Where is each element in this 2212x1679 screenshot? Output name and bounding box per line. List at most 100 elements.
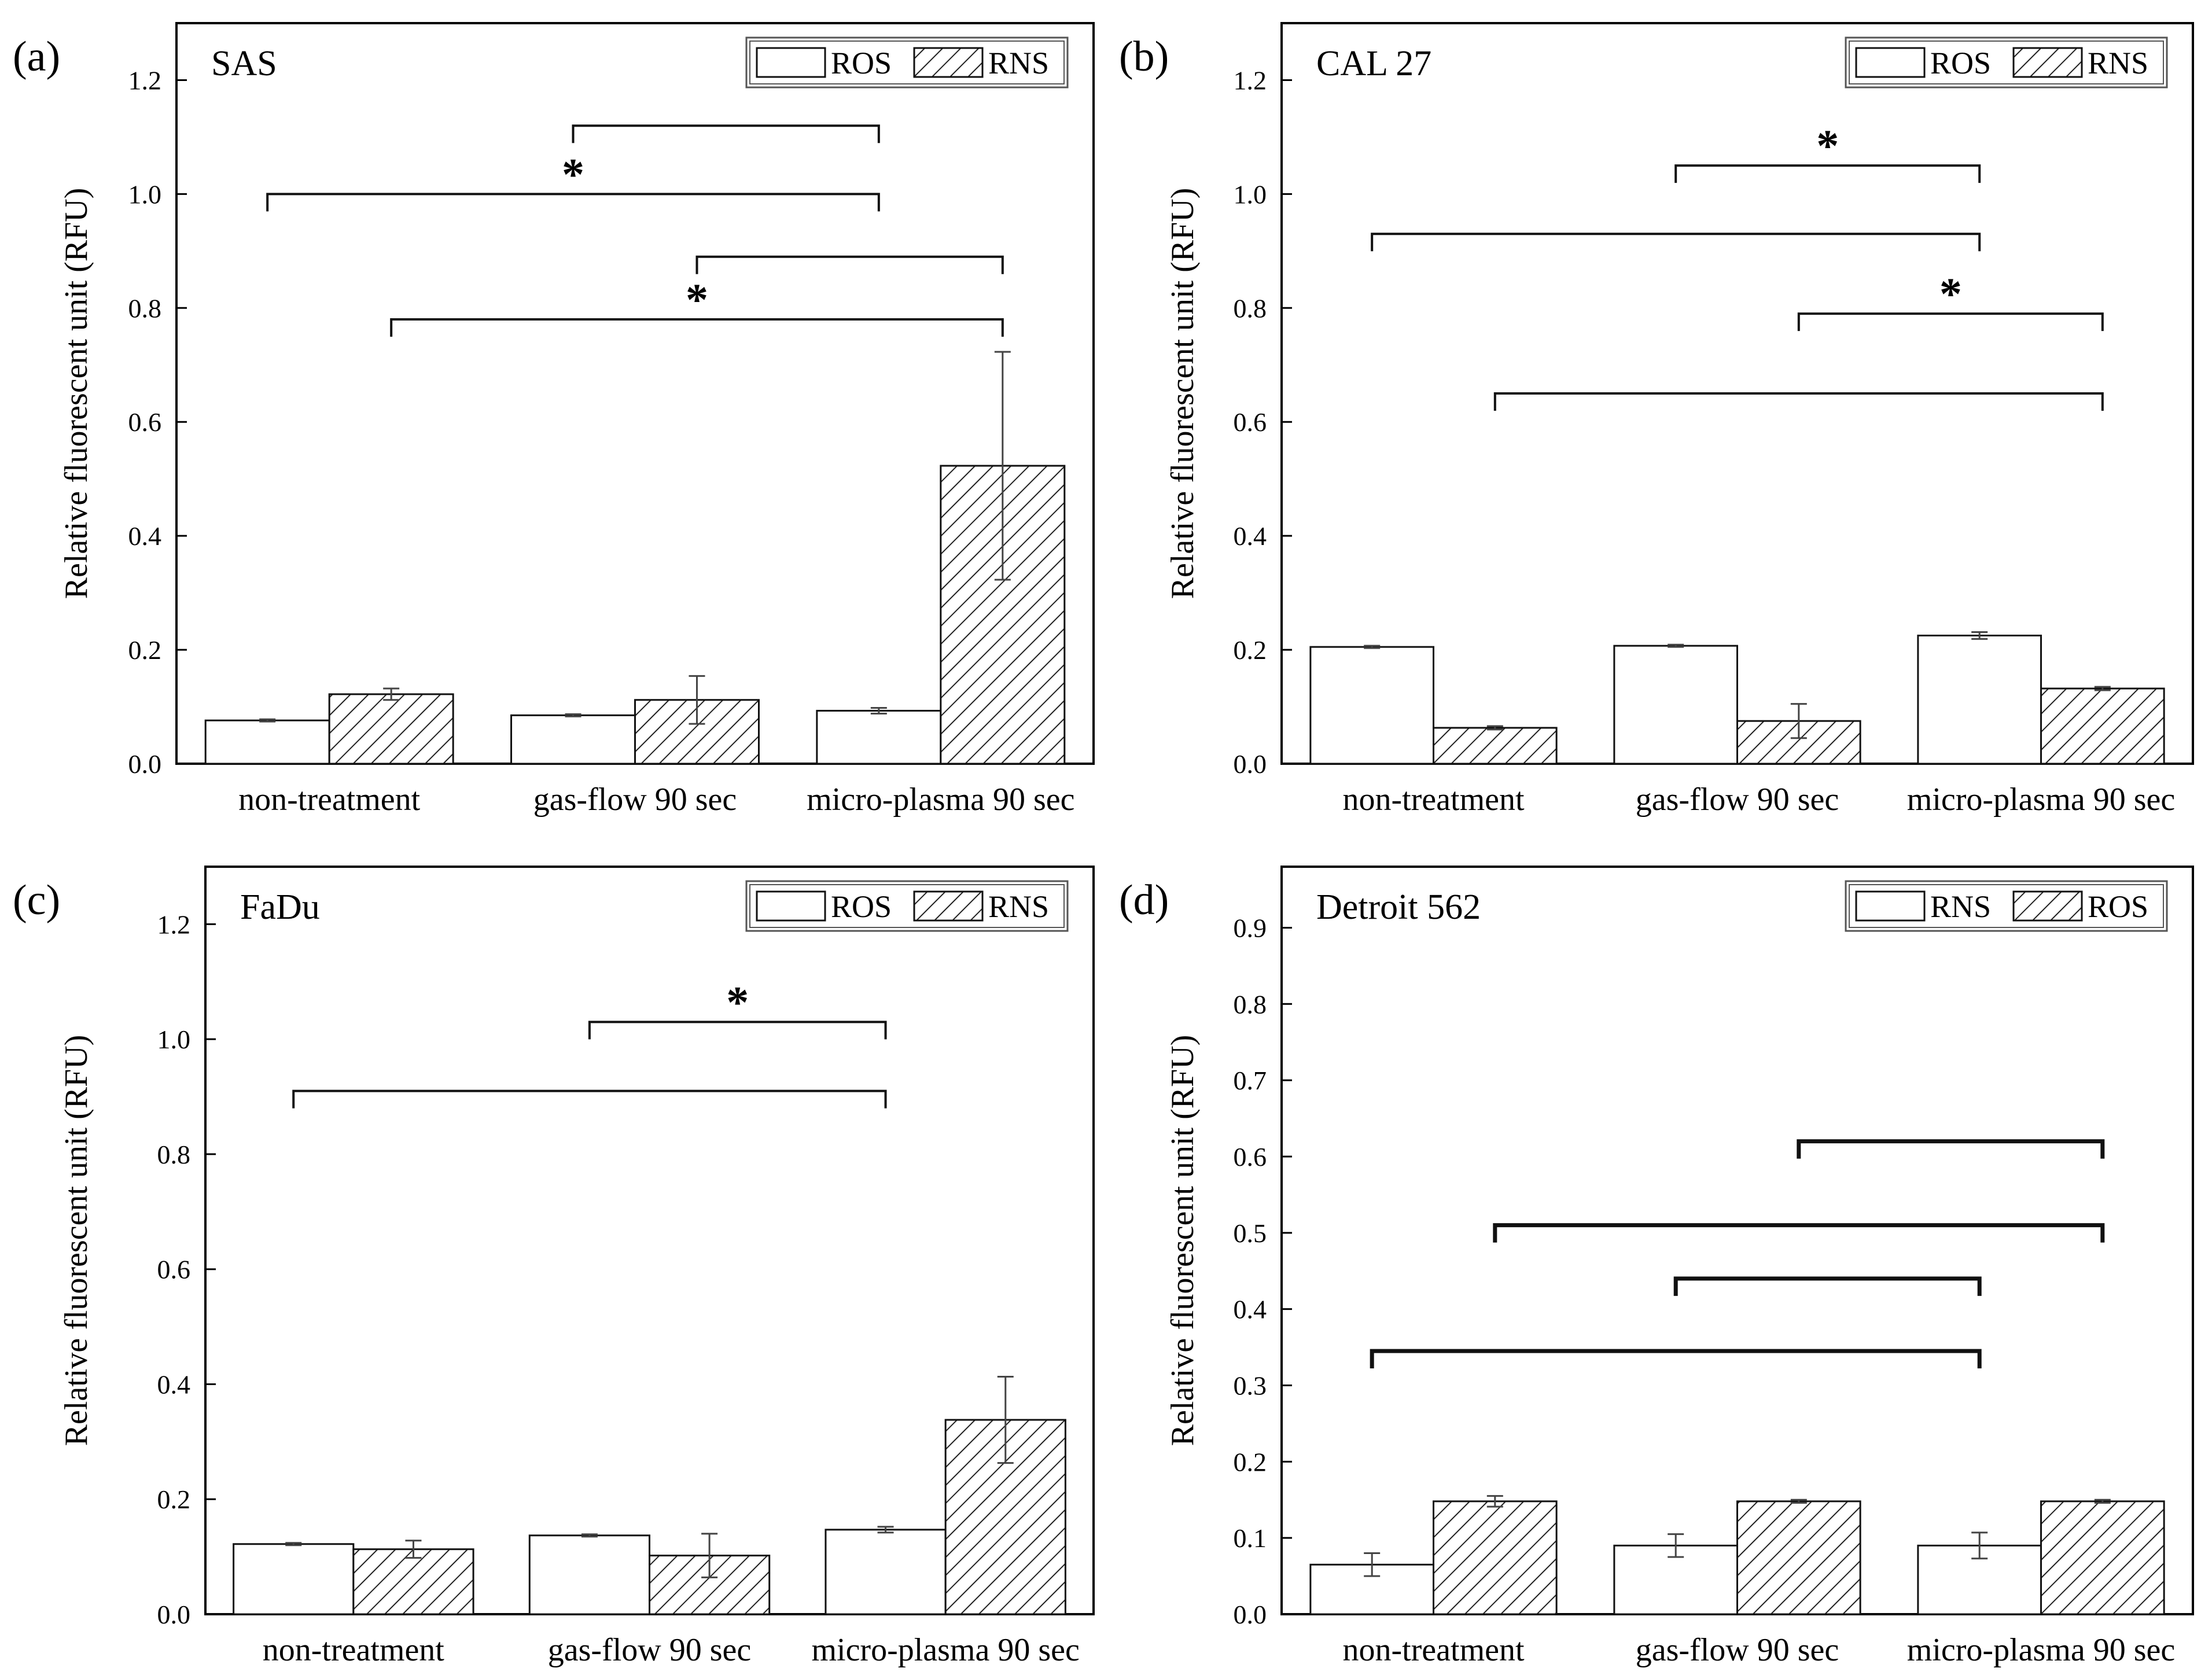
significance-bracket [1674, 164, 1981, 183]
significance-bracket [1493, 1223, 2105, 1243]
panel-label: (a) [13, 33, 60, 80]
significance-star: * [1939, 268, 1962, 319]
error-bar [581, 1533, 598, 1538]
panel-label: (d) [1119, 877, 1169, 924]
error-bar [997, 1376, 1014, 1464]
error-bar [405, 1540, 422, 1559]
error-bar [877, 1526, 894, 1534]
y-tick-label: 0.0 [128, 749, 162, 779]
legend-label: ROS [2088, 889, 2148, 924]
x-tick-label: micro-plasma 90 sec [811, 1632, 1079, 1668]
legend-swatch-ros [756, 47, 826, 78]
error-bar [994, 351, 1011, 581]
x-tick-label: gas-flow 90 sec [1636, 782, 1839, 818]
significance-star: * [726, 977, 749, 1027]
error-bar [870, 707, 887, 715]
error-bar [1668, 643, 1684, 648]
bar-rns-3 [2040, 687, 2165, 765]
y-tick-label: 0.4 [128, 521, 162, 551]
y-tick-label: 1.0 [128, 179, 162, 209]
significance-bracket [1370, 1349, 1982, 1369]
error-bar [285, 1542, 302, 1547]
x-tick-label: gas-flow 90 sec [548, 1632, 751, 1668]
y-tick-label: 1.0 [1234, 179, 1267, 209]
significance-star: * [1816, 120, 1839, 171]
bar-ros-2 [1736, 1500, 1861, 1615]
chart-panel-3: (c) FaDu 0.0 0.2 0.4 0.6 0.8 1.0 1.2 Relative flu… [13, 866, 1095, 1668]
bar-ros-3 [2040, 1500, 2165, 1615]
y-tick-label: 0.5 [1234, 1218, 1267, 1248]
significance-bracket [588, 1021, 887, 1040]
legend: ROS RNS [745, 36, 1069, 89]
x-tick-label: non-treatment [238, 782, 421, 818]
y-axis-label: Relative fluorescent unit (RFU) [58, 188, 94, 599]
y-tick-label: 0.4 [1234, 1295, 1267, 1324]
legend-swatch-rns [913, 47, 984, 78]
y-tick-label: 1.0 [157, 1025, 191, 1054]
bar-ros-1 [1433, 1500, 1558, 1615]
y-tick-label: 0.2 [1234, 635, 1267, 665]
legend-label: RNS [988, 46, 1049, 80]
panel-label: (c) [13, 877, 60, 924]
chart-title: Detroit 562 [1316, 888, 1481, 927]
significance-bracket [1371, 233, 1981, 252]
error-bar [1364, 1552, 1381, 1577]
legend-swatch-rns [2012, 47, 2083, 78]
y-tick-label: 0.8 [128, 293, 162, 323]
y-tick-label: 1.2 [157, 910, 191, 939]
bar-rns-1 [1433, 727, 1558, 765]
y-tick-label: 0.8 [1234, 293, 1267, 323]
bar-rns-1 [328, 693, 454, 765]
y-axis-label: Relative fluorescent unit (RFU) [58, 1035, 94, 1446]
legend: ROS RNS [1845, 36, 2168, 89]
x-tick-label: gas-flow 90 sec [533, 782, 737, 818]
significance-bracket [390, 318, 1004, 337]
significance-star: * [562, 149, 584, 199]
bar-rns-1 [352, 1548, 474, 1615]
y-tick-label: 0.6 [157, 1255, 191, 1284]
significance-bracket [1797, 1139, 2105, 1159]
error-bar [689, 675, 705, 725]
error-bar [701, 1533, 718, 1578]
error-bar [1364, 645, 1381, 649]
legend-label: RNS [2088, 46, 2148, 80]
y-tick-label: 0.7 [1234, 1066, 1267, 1095]
significance-star: * [686, 274, 708, 325]
chart-title: CAL 27 [1316, 44, 1431, 83]
bar-ros-2 [1613, 645, 1738, 765]
legend-swatch-ros [1855, 47, 1926, 78]
significance-bracket [292, 1089, 887, 1109]
y-tick-label: 0.0 [1234, 749, 1267, 779]
x-tick-label: micro-plasma 90 sec [1907, 782, 2175, 818]
y-tick-label: 0.2 [1234, 1447, 1267, 1477]
x-tick-label: non-treatment [1342, 1632, 1525, 1668]
chart-title: FaDu [240, 888, 320, 927]
error-bar [1790, 1498, 1807, 1504]
legend-swatch-ros [2012, 890, 2083, 922]
legend-swatch-rns [913, 890, 984, 922]
y-tick-label: 0.6 [1234, 407, 1267, 437]
x-tick-label: gas-flow 90 sec [1636, 1632, 1839, 1668]
significance-bracket [695, 255, 1004, 274]
bar-ros-1 [233, 1543, 355, 1615]
x-tick-label: micro-plasma 90 sec [807, 782, 1074, 818]
bar-ros-2 [510, 714, 636, 765]
chart-title: SAS [211, 44, 277, 83]
error-bar [1971, 1531, 1988, 1560]
panel-label: (b) [1119, 33, 1169, 80]
y-tick-label: 0.4 [157, 1369, 191, 1399]
error-bar [2094, 686, 2111, 691]
legend-swatch-rns [1855, 890, 1926, 922]
chart-panel-4: (d) Detroit 562 0.0 0.1 0.2 0.3 0.4 0.5 0.6 0.7 0.… [1119, 866, 2194, 1668]
y-tick-label: 0.6 [1234, 1142, 1267, 1172]
bar-ros-3 [816, 709, 942, 765]
significance-bracket [266, 193, 880, 212]
legend-label: RNS [1930, 889, 1991, 924]
significance-bracket [1493, 392, 2104, 411]
y-tick-label: 0.6 [128, 407, 162, 437]
error-bar [1971, 631, 1988, 640]
bar-ros-1 [204, 719, 330, 765]
significance-bracket [572, 124, 880, 143]
error-bar [259, 718, 276, 723]
